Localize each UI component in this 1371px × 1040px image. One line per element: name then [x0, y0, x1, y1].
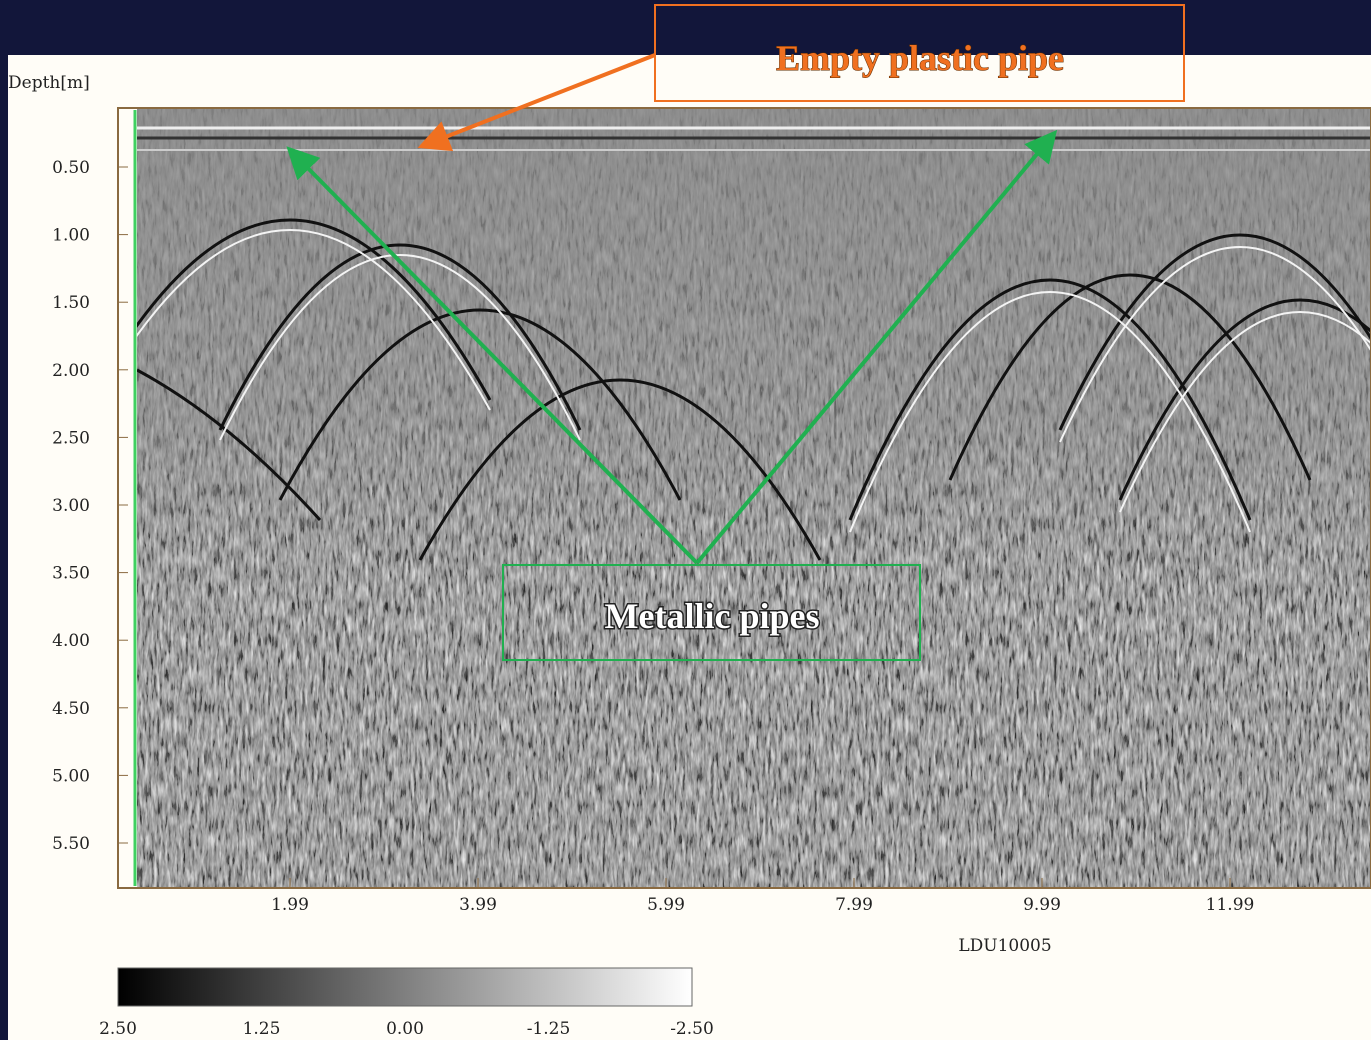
x-axis-label: LDU10005 [958, 936, 1051, 956]
colorbar-tick-label: -1.25 [527, 1019, 571, 1039]
y-tick-label: 5.50 [52, 834, 90, 854]
x-tick-label: 11.99 [1206, 895, 1255, 915]
y-tick-label: 3.50 [52, 564, 90, 584]
x-tick-label: 9.99 [1023, 895, 1061, 915]
plastic-label: Empty plastic pipe [776, 38, 1064, 78]
colorbar-tick-label: 0.00 [386, 1019, 424, 1039]
radargram [90, 108, 1371, 888]
y-tick-label: 1.50 [52, 293, 90, 313]
y-tick-label: 0.50 [52, 158, 90, 178]
colorbar-tick-label: 1.25 [243, 1019, 281, 1039]
y-tick-label: 1.00 [52, 226, 90, 246]
x-tick-label: 7.99 [835, 895, 873, 915]
y-tick-label: 4.00 [52, 631, 90, 651]
y-tick-label: 5.00 [52, 766, 90, 786]
y-tick-label: 2.50 [52, 428, 90, 448]
y-tick-label: 3.00 [52, 496, 90, 516]
y-tick-label: 2.00 [52, 361, 90, 381]
page: Depth[m] LDU10005 Empty plastic pipe Met… [0, 0, 1371, 1040]
y-tick-label: 4.50 [52, 699, 90, 719]
x-tick-label: 1.99 [271, 895, 309, 915]
colorbar-tick-label: 2.50 [99, 1019, 137, 1039]
y-axis-title: Depth[m] [8, 73, 90, 93]
x-tick-label: 3.99 [459, 895, 497, 915]
slide: Depth[m] LDU10005 Empty plastic pipe Met… [0, 0, 1371, 1040]
x-tick-label: 5.99 [647, 895, 685, 915]
colorbar [118, 968, 692, 1006]
metallic-label: Metallic pipes [605, 596, 820, 636]
colorbar-tick-label: -2.50 [670, 1019, 714, 1039]
